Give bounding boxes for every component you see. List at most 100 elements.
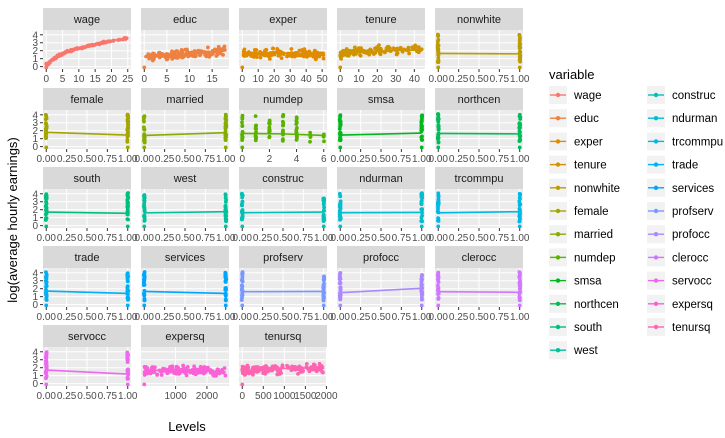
data-point [44,201,49,206]
data-point [192,366,196,371]
legend-key-point [653,278,659,283]
data-point [153,365,157,370]
data-point [377,43,381,48]
data-point [44,196,49,201]
facet-strip-label: trade [74,252,99,264]
x-tick-label: 1.00 [118,233,138,244]
x-tick-label: 1.00 [118,312,138,323]
legend-label: trade [672,160,698,172]
x-tick-label: 0.50 [175,312,195,323]
data-point [199,366,204,370]
data-point [420,138,425,142]
data-point [125,382,130,387]
data-point [44,358,49,363]
y-tick-label: 2 [32,284,38,295]
data-point [223,224,228,229]
x-tick-label: 0.25 [351,154,371,165]
x-tick-label: 6 [321,154,327,165]
x-tick-label: 1500 [294,391,317,402]
trend-line [340,49,422,56]
x-tick-label: 0.75 [294,312,314,323]
data-point [223,274,228,278]
x-tick-label: 1.00 [510,233,530,244]
facet-panel-numdep: numdep 0 2 4 6 [239,88,327,165]
y-tick-label: 1 [32,54,38,65]
data-point [302,47,307,52]
data-point [142,298,147,303]
data-point [240,382,245,387]
legend-label: tenursq [672,322,710,334]
data-point [436,120,441,124]
y-tick-label: 2 [32,46,38,57]
data-point [170,364,175,369]
data-point [125,303,130,308]
data-point [436,140,441,144]
legend-key-point [653,139,659,144]
data-point [321,198,326,203]
data-point [142,115,146,120]
data-point [419,280,424,284]
y-tick-label: 3 [32,38,38,49]
y-tick-label: 2 [32,363,38,374]
data-point [517,287,522,291]
data-point [436,270,441,275]
data-point [321,218,326,223]
x-tick-label: 30 [390,74,402,85]
data-point [321,224,326,229]
x-tick-label: 10 [353,74,365,85]
facet-panel-ndurman: ndurman 0.00 0.25 0.50 0.75 1.00 [331,167,432,244]
data-point [44,65,49,70]
x-tick-label: 0 [337,74,343,85]
data-point [338,271,343,275]
data-point [277,370,282,374]
data-point [419,128,424,133]
facet-strip-label: tenure [365,14,396,26]
data-point [44,370,49,375]
data-point [250,372,255,377]
trend-line [144,131,226,137]
data-point [367,52,372,57]
x-tick-label: 0.00 [135,154,155,165]
facet-strip [239,88,327,110]
data-point [280,138,285,142]
legend-label: west [573,345,598,357]
data-point [321,56,326,61]
data-point [142,65,147,70]
legend-key-point [555,278,561,283]
data-point [321,295,326,299]
legend-label: smsa [574,276,602,288]
data-point [143,364,148,369]
data-point [267,118,272,123]
data-point [179,47,184,52]
data-point [224,277,229,282]
data-point [253,114,258,119]
data-point [142,303,147,308]
data-point [436,279,441,284]
data-point [142,280,146,285]
facet-panel-construc: construc 0.00 0.25 0.50 0.75 1.00 [233,167,334,244]
data-point [125,271,130,276]
data-point [435,39,440,44]
x-tick-label: 0.25 [155,233,175,244]
legend-key-point [555,324,561,330]
facet-strip [43,246,131,268]
data-point [436,113,441,117]
facet-strip [239,325,327,347]
legend-label: services [672,183,714,195]
x-tick-label: 0.75 [490,74,510,85]
data-point [251,365,255,370]
data-point [223,205,228,210]
trend-line [144,369,226,373]
x-tick-label: 0.50 [77,233,97,244]
legend-label: construc [672,90,716,102]
trend-line [242,52,324,56]
data-points [43,270,131,308]
data-point [239,192,244,197]
x-tick-label: 0.25 [449,74,469,85]
data-points [141,112,229,150]
trend-line [340,287,422,294]
x-tick-label: 0.25 [57,312,77,323]
data-point [142,273,147,278]
trend-line [144,210,226,214]
